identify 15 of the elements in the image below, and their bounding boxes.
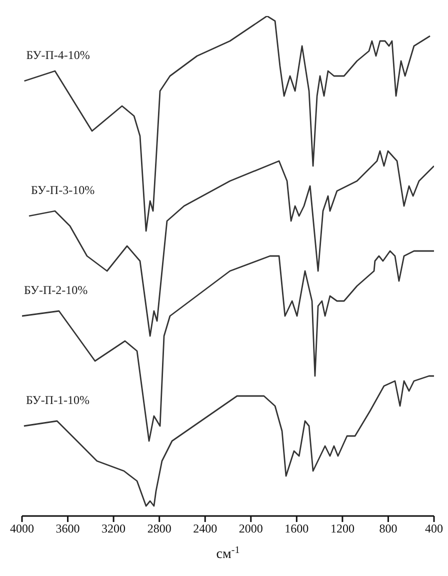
x-axis-title: см$^{-1}$: [216, 544, 240, 562]
x-tick-label: 3200: [102, 522, 126, 536]
series-label: БУ-П-2-10%: [24, 283, 88, 297]
series-label: БУ-П-1-10%: [26, 393, 90, 407]
x-tick-label: 2400: [193, 522, 218, 536]
x-tick-label: 1200: [330, 522, 354, 536]
x-tick-label: 400: [425, 522, 443, 536]
x-tick-label: 3600: [56, 522, 80, 536]
x-tick-label: 4000: [10, 522, 34, 536]
x-tick-label: 1600: [284, 522, 309, 536]
x-tick-label: 800: [379, 522, 398, 536]
series-label: БУ-П-4-10%: [26, 48, 90, 62]
series-label: БУ-П-3-10%: [30, 183, 95, 197]
x-tick-label: 2800: [147, 522, 172, 536]
x-tick-label: 2000: [238, 522, 263, 536]
